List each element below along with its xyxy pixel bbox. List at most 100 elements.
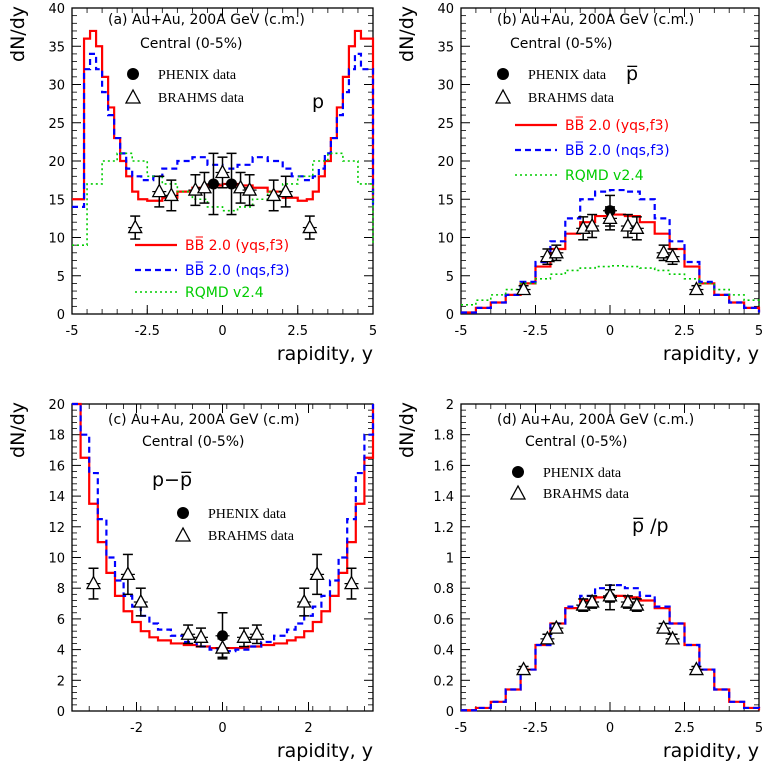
legend-label: RQMD v2.4 <box>565 168 644 184</box>
panel-title: (d) Au+Au, 200A GeV (c.m.) <box>497 412 694 428</box>
y-tick-label: 35 <box>48 40 65 55</box>
x-tick-label: -5 <box>455 721 468 736</box>
legend-phenix-marker <box>177 507 189 519</box>
x-tick-label: -2.5 <box>523 324 548 339</box>
y-tick-label: 1.4 <box>433 490 454 505</box>
y-tick-label: 16 <box>48 459 65 474</box>
y-tick-label: 30 <box>437 79 454 94</box>
y-tick-label: 4 <box>57 644 65 659</box>
brahms-point <box>664 248 681 263</box>
panel-title: (a) Au+Au, 200A GeV (c.m.) <box>108 12 305 28</box>
brahms-point <box>688 281 705 296</box>
legend-brahms-marker <box>124 88 142 104</box>
y-tick-label: 0.4 <box>433 644 454 659</box>
y-axis-label: dN/dy <box>7 402 29 458</box>
brahms-point <box>151 183 167 198</box>
x-tick-label: 5 <box>755 721 763 736</box>
brahms-point <box>515 281 532 296</box>
y-tick-label: 15 <box>437 193 454 208</box>
y-tick-label: 20 <box>48 398 65 413</box>
y-tick-label: 2 <box>57 674 65 689</box>
x-tick-label: -2.5 <box>523 721 548 736</box>
x-tick-label: -2 <box>130 721 143 736</box>
phenix-point <box>226 178 238 190</box>
brahms-point <box>688 661 705 676</box>
y-axis-label: dN/dy <box>396 6 418 62</box>
y-tick-label: 25 <box>437 117 454 132</box>
brahms-point <box>241 181 258 196</box>
chart-panel-2: 0 5 10 15 20 25 30 35 40 -5 -2.5 0 2.5 5 rapidity, y dN… <box>396 2 763 365</box>
x-axis-label: rapidity, y <box>277 740 373 762</box>
brahms-point <box>548 244 564 259</box>
y-tick-label: 18 <box>48 429 65 444</box>
y-tick-label: 0.6 <box>433 613 454 628</box>
brahms-point <box>343 575 360 590</box>
x-tick-label: 2.5 <box>674 721 695 736</box>
y-tick-label: 2 <box>446 398 454 413</box>
y-tick-label: 5 <box>57 270 65 285</box>
y-tick-label: 30 <box>48 79 65 94</box>
brahms-point <box>302 219 318 234</box>
brahms-point <box>629 596 645 611</box>
brahms-point <box>214 164 231 179</box>
panel-title: (c) Au+Au, 200A GeV (c.m) <box>108 412 300 428</box>
y-tick-label: 0 <box>446 705 454 720</box>
model-curve <box>461 188 761 314</box>
chart-panel-3: 0 2 4 6 8 10 12 14 16 18 20 -2 0 2 rapidity, y dN/dy (c)… <box>7 398 375 762</box>
brahms-point <box>629 219 645 234</box>
y-tick-label: 5 <box>446 270 454 285</box>
model-curve <box>461 265 760 306</box>
y-tick-label: 10 <box>48 232 65 247</box>
y-tick-label: 40 <box>437 2 454 17</box>
plot-frame <box>71 403 374 712</box>
x-tick-label: 2 <box>304 721 312 736</box>
legend-brahms-marker <box>174 526 192 542</box>
brahms-point <box>133 593 149 608</box>
legend-label: PHENIX data <box>158 68 237 83</box>
brahms-point <box>296 593 312 608</box>
legend-label: BB̅ 2.0 (yqs,f3) <box>185 236 289 254</box>
brahms-point <box>180 625 196 640</box>
brahms-point <box>602 587 618 602</box>
brahms-point <box>214 639 231 654</box>
brahms-point <box>196 179 213 194</box>
y-tick-label: 1.8 <box>433 429 454 444</box>
legend-label: PHENIX data <box>543 466 622 481</box>
legend-phenix-marker <box>127 68 139 80</box>
legend-label: BRAHMS data <box>528 91 615 106</box>
brahms-point <box>249 625 265 640</box>
particle-label: p̅ /p <box>632 515 669 537</box>
particle-label: p̅ <box>626 63 638 85</box>
particle-label: p <box>312 91 324 113</box>
y-tick-label: 14 <box>48 490 65 505</box>
brahms-point <box>85 575 102 590</box>
panel-subtitle: Central (0-5%) <box>142 434 245 450</box>
chart-panel-1: 0 5 10 15 20 25 30 35 40 -5 -2.5 0 2.5 5 rapidity, y dN… <box>7 2 377 365</box>
legend-label: BB̅ 2.0 (yqs,f3) <box>565 116 669 134</box>
brahms-point <box>620 593 636 608</box>
legend-label: PHENIX data <box>208 507 287 522</box>
x-tick-label: 2.5 <box>287 324 308 339</box>
y-tick-label: 1 <box>446 552 454 567</box>
y-tick-label: 35 <box>437 40 454 55</box>
brahms-point <box>163 187 179 202</box>
y-tick-label: 10 <box>437 232 454 247</box>
legend-brahms-marker <box>509 484 527 500</box>
brahms-point <box>127 219 143 234</box>
brahms-point <box>584 217 600 232</box>
brahms-point <box>278 183 294 198</box>
particle-label: p−p̅ <box>152 469 192 491</box>
brahms-point <box>656 619 672 634</box>
legend-brahms-marker <box>494 88 512 104</box>
y-tick-label: 40 <box>48 2 65 17</box>
y-tick-label: 0.8 <box>433 582 454 597</box>
y-tick-label: 25 <box>48 117 65 132</box>
x-tick-label: -5 <box>66 324 79 339</box>
brahms-point <box>539 630 556 645</box>
x-tick-label: 0 <box>606 721 614 736</box>
x-tick-label: -2.5 <box>135 324 160 339</box>
brahms-point <box>584 593 600 608</box>
brahms-point <box>664 630 681 645</box>
y-tick-label: 1.6 <box>433 459 454 474</box>
brahms-point <box>656 244 672 259</box>
